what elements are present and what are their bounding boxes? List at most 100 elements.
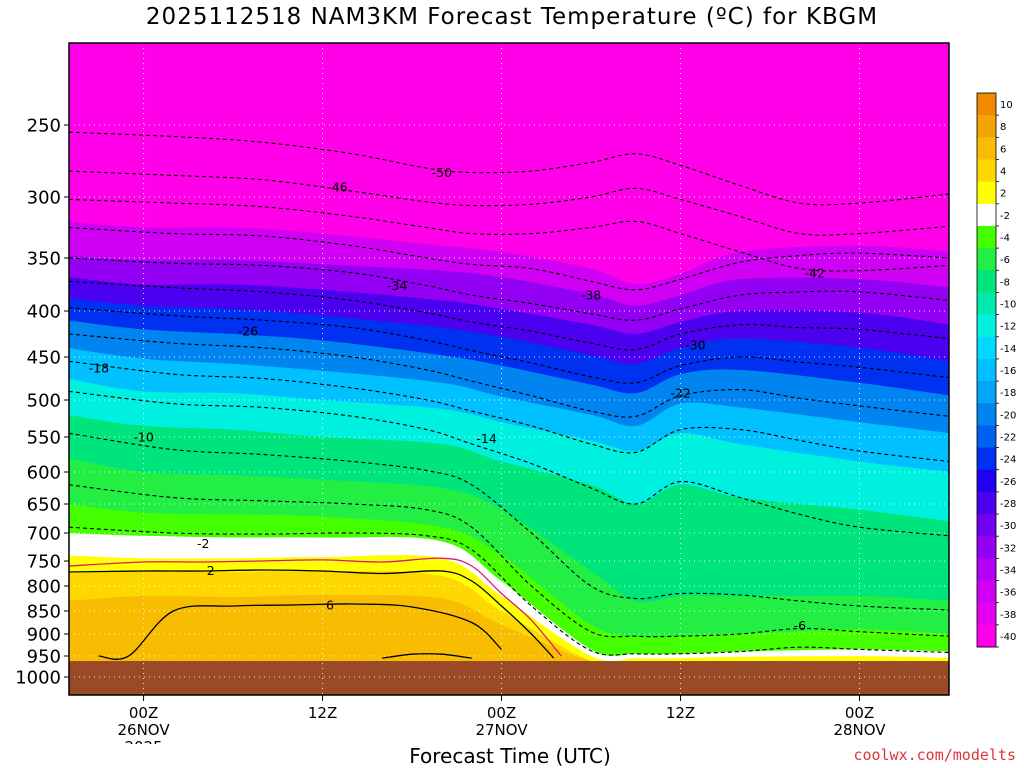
isotherm-line	[69, 432, 949, 611]
isotherm-line	[69, 526, 949, 656]
contour-label: -14	[476, 431, 496, 446]
plot-area	[69, 43, 949, 695]
plot-frame	[68, 42, 950, 696]
colorbar-swatch	[977, 425, 996, 449]
y-tick-label: 350	[27, 249, 61, 270]
colorbar-swatch	[977, 137, 996, 160]
isotherm-line	[69, 569, 555, 659]
colorbar-label: 8	[1000, 122, 1006, 133]
colorbar-swatch	[977, 336, 996, 360]
isotherm-line	[69, 360, 949, 463]
chart-title: 2025112518 NAM3KM Forecast Temperature (…	[145, 4, 879, 30]
y-tick-label: 850	[27, 602, 61, 623]
x-axis-label: Forecast Time (UTC)	[409, 744, 611, 768]
isotherm-line	[382, 653, 472, 659]
gridlines	[69, 43, 949, 695]
temperature-time-height-chart: -50-46-42-38-34-30-26-22-18-14-10-6-226 …	[15, 42, 1016, 744]
y-tick-label: 1000	[15, 668, 61, 689]
colorbar-label: -16	[1000, 366, 1016, 377]
contour-label: -42	[805, 265, 825, 280]
colorbar-swatch	[977, 93, 996, 116]
y-tick-label: 700	[27, 524, 61, 545]
color-legend: 10 8 6 4 2 -2 -4 -6 -8 -10 -12 -14 -16 -18 -20 -22 -24 -2…	[976, 92, 1016, 648]
colorbar-label: -32	[1000, 543, 1016, 554]
y-tick-label: 950	[27, 647, 61, 668]
colorbar-label: -40	[1000, 632, 1016, 643]
contour-label: -10	[133, 430, 153, 445]
contour-label: -46	[327, 179, 347, 194]
isotherm-line	[98, 603, 502, 660]
colorbar-swatch	[977, 403, 996, 426]
isotherm-line	[69, 170, 949, 236]
colorbar-label: -2	[1000, 211, 1010, 222]
isotherm-line	[69, 484, 949, 638]
x-tick-label: 2025	[124, 738, 162, 744]
y-tick-label: 900	[27, 625, 61, 646]
colorbar-label: -28	[1000, 499, 1016, 510]
colorbar-swatch	[977, 580, 996, 604]
colorbar-label: -38	[1000, 610, 1016, 621]
colorbar-swatch	[977, 358, 996, 382]
isotherm-line	[69, 280, 949, 351]
colorbar-swatch	[977, 181, 996, 205]
colorbar-swatch	[977, 115, 996, 138]
y-tick-label: 250	[27, 116, 61, 137]
contour-label: -50	[432, 165, 452, 180]
isotherm-contours: -50-46-42-38-34-30-26-22-18-14-10-6-226	[69, 131, 949, 660]
colorbar-label: -26	[1000, 477, 1016, 488]
colorbar-swatch	[977, 314, 996, 338]
axes: 2503003504004505005506006507007508008509…	[15, 42, 950, 744]
colorbar-swatch	[977, 248, 996, 271]
x-tick-label: 00Z	[487, 704, 516, 722]
colorbar-label: -24	[1000, 455, 1016, 466]
colorbar-swatch	[977, 469, 996, 493]
x-tick-label: 27NOV	[475, 721, 528, 739]
contour-label: 6	[326, 598, 334, 613]
colorbar-swatch	[977, 447, 996, 471]
x-tick-label: 12Z	[308, 704, 337, 722]
colorbar-label: -20	[1000, 410, 1016, 421]
contour-label: 2	[207, 563, 215, 578]
isotherm-line	[69, 131, 949, 206]
colorbar-swatch	[977, 536, 996, 559]
colorbar-swatch	[977, 491, 996, 515]
contour-label: -18	[89, 361, 109, 376]
x-tick-label: 00Z	[129, 704, 158, 722]
isotherm-line	[69, 557, 562, 657]
isotherm-line	[69, 257, 949, 321]
colorbar-label: 10	[1000, 100, 1013, 111]
colorbar-label: -18	[1000, 388, 1016, 399]
x-tick-label: 12Z	[666, 704, 695, 722]
colorbar-swatch	[977, 292, 996, 316]
contour-label: -6	[794, 618, 807, 633]
contour-label: -30	[685, 338, 705, 353]
colorbar-label: -14	[1000, 344, 1016, 355]
colorbar-label: -12	[1000, 322, 1016, 333]
contour-label: -22	[670, 386, 690, 401]
colorbar-label: -22	[1000, 432, 1016, 443]
y-tick-label: 650	[27, 495, 61, 516]
source-credit: coolwx.com/modelts	[853, 746, 1016, 764]
colorbar-label: -6	[1000, 255, 1010, 266]
colorbar-label: -4	[1000, 233, 1010, 244]
colorbar-label: -36	[1000, 588, 1016, 599]
colorbar-swatch	[977, 624, 996, 648]
contour-label: -38	[581, 288, 601, 303]
y-tick-label: 750	[27, 552, 61, 573]
contour-label: -34	[387, 278, 407, 293]
x-tick-label: 28NOV	[833, 721, 886, 739]
colorbar-frame	[976, 92, 997, 648]
colorbar-label: -8	[1000, 277, 1010, 288]
x-tick-label: 26NOV	[118, 721, 171, 739]
colorbar-swatch	[977, 203, 996, 227]
colorbar-label: -10	[1000, 300, 1016, 311]
y-tick-label: 300	[27, 188, 61, 209]
y-tick-label: 600	[27, 463, 61, 484]
colorbar-label: 4	[1000, 167, 1006, 178]
ground-surface	[69, 661, 949, 695]
colorbar-swatch	[977, 381, 996, 404]
colorbar-swatch	[977, 159, 996, 183]
colorbar-swatch	[977, 225, 996, 249]
x-tick-label: 00Z	[845, 704, 874, 722]
colorbar-swatch	[977, 514, 996, 537]
